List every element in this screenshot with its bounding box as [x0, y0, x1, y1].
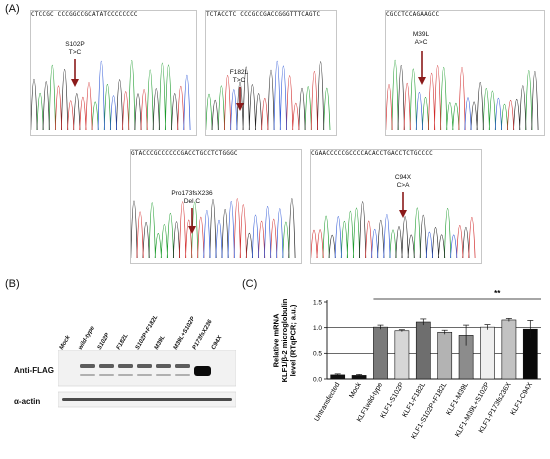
- peaks-m39l: [386, 59, 539, 131]
- y-tick-label: 1.5: [313, 299, 322, 306]
- peak-trace: [386, 65, 515, 131]
- mutation-label-p173fs: Pro173fsX236 Del C: [171, 190, 213, 205]
- sequence-m39l: CGCCTCCAGAAGCC: [386, 11, 440, 18]
- bar: [501, 319, 517, 380]
- peak-trace: [322, 207, 452, 259]
- x-tick-label: Mock: [348, 381, 363, 399]
- chromatogram-p173fs: GTACCCGCCCCCCGACCTGCCTCTGGGC Pro173fsX23…: [130, 149, 302, 264]
- mutation-label-f182l: F182L T>C: [229, 69, 249, 84]
- lane-label: M39L: [153, 334, 167, 351]
- peak-trace: [131, 198, 296, 259]
- peak-trace: [148, 201, 290, 259]
- blot-row-label: α-actin: [14, 397, 41, 406]
- y-tick-label: 0.5: [313, 351, 322, 358]
- lane-label: wild-type: [77, 325, 97, 351]
- chromatogram-f182l: TCTACCTC CCCGCCGACCGGGTTTCAGTC F182L T>C: [205, 10, 337, 136]
- arrow-down-icon: [71, 59, 79, 87]
- peaks-f182l: [206, 60, 331, 131]
- peak-trace: [136, 198, 278, 259]
- lane-label: S102P: [96, 332, 112, 351]
- mrna-bar-chart: 0.0 0.5 1.0 1.5 Relative mRNAKLF1/β-2 microg…: [272, 289, 541, 440]
- chromatogram-s102p: CTCCGC CCCGGCCGCATATCCCCCCCC S102P T>C: [30, 10, 197, 136]
- peaks-p173fs: [131, 198, 296, 259]
- panel-c-letter: (C): [242, 278, 258, 290]
- mutation-label-m39l: M39L A>C: [412, 31, 430, 46]
- x-tick-label: KLF1-M39L: [445, 381, 469, 416]
- arrow-down-icon: [418, 51, 426, 85]
- chromatogram-m39l: CGCCTCCAGAAGCC M39L A>C: [385, 10, 545, 136]
- blot-row-label: Anti-FLAG: [14, 366, 54, 375]
- lane-label: Mock: [58, 334, 72, 351]
- mutation-label-c94x: C94X C>A: [394, 174, 412, 189]
- y-tick-label: 1.0: [313, 325, 322, 332]
- peaks-c94x: [311, 201, 476, 259]
- panel-b-letter: (B): [5, 278, 20, 290]
- sequence-f182l: TCTACCTC CCCGCCGACCGGGTTTCAGTC: [206, 11, 321, 18]
- x-tick-label: KLF1-C94X: [510, 381, 535, 416]
- arrow-down-icon: [188, 208, 196, 234]
- peak-trace: [391, 59, 533, 131]
- bar: [415, 321, 431, 380]
- mutation-label-s102p: S102P T>C: [65, 41, 85, 56]
- lane-label: C94X: [210, 334, 224, 351]
- arrow-down-icon: [399, 192, 407, 218]
- peak-trace: [224, 71, 318, 131]
- y-tick-label: 0.0: [313, 376, 322, 383]
- peak-trace: [415, 92, 502, 131]
- sequence-c94x: CGAACCCCCGCCCCACACCTGACCTCTGCCCC: [311, 150, 433, 157]
- panel-a-letter: (A): [5, 3, 20, 15]
- bar: [480, 326, 495, 380]
- y-axis-label: Relative mRNAKLF1/β-2 microglobulinlevel…: [272, 298, 298, 382]
- arrow-down-icon: [236, 87, 244, 111]
- bar: [394, 330, 410, 380]
- sequence-p173fs: GTACCCGCCCCCCGACCTGCCTCTGGGC: [131, 150, 238, 157]
- peak-trace: [97, 60, 191, 131]
- blot-image: [58, 350, 236, 408]
- lane-label: F182L: [115, 332, 130, 351]
- peak-trace: [397, 65, 539, 131]
- bar: [437, 331, 453, 380]
- sequence-s102p: CTCCGC CCCGGCCGCATATCCCCCCCC: [31, 11, 138, 18]
- peak-trace: [230, 60, 287, 131]
- peaks-s102p: [31, 59, 191, 131]
- bar: [373, 326, 388, 380]
- chromatogram-c94x: CGAACCCCCGCCCCACACCTGACCTCTGCCCC C94X C>…: [310, 149, 482, 264]
- x-tick-label: Untransfected: [314, 381, 342, 422]
- significance-label: **: [494, 289, 501, 298]
